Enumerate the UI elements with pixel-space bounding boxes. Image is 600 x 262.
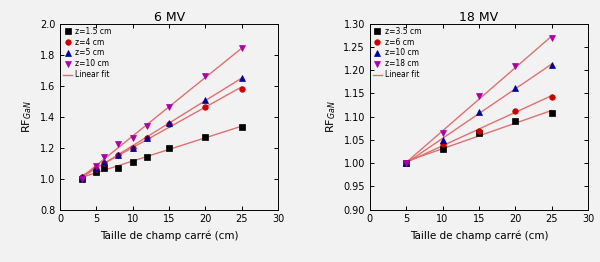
z=10 cm — [548, 64, 555, 67]
z=6 cm — [439, 143, 446, 146]
Line: z=3.5 cm: z=3.5 cm — [403, 111, 554, 166]
z=3.5 cm — [548, 112, 555, 115]
z=4 cm — [143, 137, 151, 140]
z=5 cm — [202, 98, 209, 101]
Line: z=10 cm: z=10 cm — [403, 63, 554, 166]
z=3.5 cm — [439, 148, 446, 151]
z=3.5 cm — [403, 161, 410, 165]
Legend: z=1.5 cm, z=4 cm, z=5 cm, z=10 cm, Linear fit: z=1.5 cm, z=4 cm, z=5 cm, z=10 cm, Linea… — [62, 26, 112, 80]
z=4 cm — [115, 154, 122, 157]
z=18 cm — [512, 65, 519, 68]
z=18 cm — [439, 131, 446, 134]
Title: 18 MV: 18 MV — [460, 11, 499, 24]
X-axis label: Taille de champ carré (cm): Taille de champ carré (cm) — [100, 230, 238, 241]
z=4 cm — [202, 106, 209, 109]
z=4 cm — [238, 87, 245, 90]
z=1.5 cm — [238, 126, 245, 129]
z=1.5 cm — [166, 146, 173, 149]
Line: z=5 cm: z=5 cm — [79, 75, 245, 180]
z=5 cm — [238, 76, 245, 79]
z=10 cm — [439, 138, 446, 141]
Line: z=4 cm: z=4 cm — [79, 86, 245, 180]
z=4 cm — [129, 146, 136, 149]
z=6 cm — [475, 129, 482, 132]
Title: 6 MV: 6 MV — [154, 11, 185, 24]
z=10 cm — [512, 86, 519, 89]
z=4 cm — [166, 123, 173, 126]
z=1.5 cm — [93, 171, 100, 174]
z=3.5 cm — [475, 131, 482, 134]
z=10 cm — [403, 161, 410, 165]
z=10 cm — [143, 124, 151, 128]
z=5 cm — [100, 160, 107, 163]
Line: z=18 cm: z=18 cm — [403, 36, 554, 166]
z=10 cm — [93, 165, 100, 168]
z=10 cm — [129, 137, 136, 140]
z=10 cm — [238, 47, 245, 50]
z=1.5 cm — [202, 135, 209, 138]
z=5 cm — [115, 154, 122, 157]
z=4 cm — [78, 176, 85, 179]
Line: z=1.5 cm: z=1.5 cm — [79, 125, 245, 181]
Y-axis label: RF$_{GaN}$: RF$_{GaN}$ — [20, 100, 34, 133]
z=18 cm — [403, 161, 410, 165]
Line: z=10 cm: z=10 cm — [79, 46, 245, 181]
z=4 cm — [93, 168, 100, 171]
z=5 cm — [129, 146, 136, 149]
z=6 cm — [512, 109, 519, 112]
z=5 cm — [166, 121, 173, 124]
z=6 cm — [548, 95, 555, 98]
Line: z=6 cm: z=6 cm — [403, 94, 554, 166]
z=5 cm — [78, 176, 85, 179]
z=6 cm — [403, 161, 410, 165]
Legend: z=3.5 cm, z=6 cm, z=10 cm, z=18 cm, Linear fit: z=3.5 cm, z=6 cm, z=10 cm, z=18 cm, Line… — [372, 26, 422, 80]
z=5 cm — [143, 137, 151, 140]
z=18 cm — [548, 37, 555, 40]
z=10 cm — [202, 75, 209, 78]
z=1.5 cm — [143, 155, 151, 159]
z=1.5 cm — [100, 166, 107, 169]
z=18 cm — [475, 94, 482, 97]
z=10 cm — [100, 155, 107, 159]
z=10 cm — [475, 110, 482, 113]
z=1.5 cm — [115, 166, 122, 169]
X-axis label: Taille de champ carré (cm): Taille de champ carré (cm) — [410, 230, 548, 241]
Y-axis label: RF$_{GaN}$: RF$_{GaN}$ — [324, 100, 338, 133]
z=5 cm — [93, 166, 100, 169]
z=10 cm — [78, 177, 85, 180]
z=1.5 cm — [78, 177, 85, 180]
z=10 cm — [115, 143, 122, 146]
z=4 cm — [100, 161, 107, 165]
z=10 cm — [166, 106, 173, 109]
z=3.5 cm — [512, 120, 519, 123]
z=1.5 cm — [129, 160, 136, 163]
